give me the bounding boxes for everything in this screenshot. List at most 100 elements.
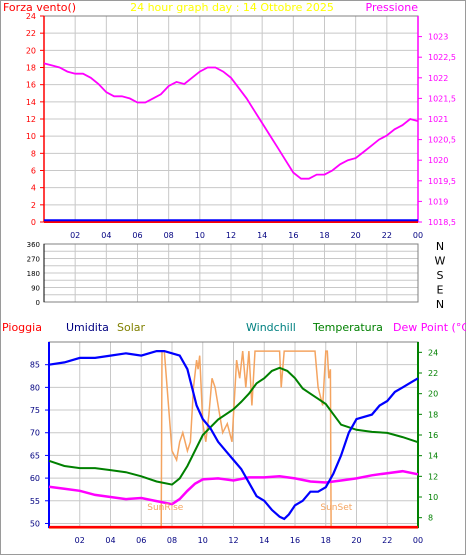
chart3-left-tick-label: 55 bbox=[30, 497, 40, 506]
chart3-x-tick-label: 18 bbox=[321, 536, 331, 545]
chart3-right-tick-label: 14 bbox=[428, 452, 438, 461]
chart3-right-tick-label: 20 bbox=[428, 390, 438, 399]
chart2-tick-label: 180 bbox=[27, 270, 40, 278]
chart3-series-umidita bbox=[48, 350, 419, 521]
chart2-compass-letter: N bbox=[436, 298, 444, 311]
chart1-left-tick-label: 2 bbox=[31, 201, 36, 210]
chart1-left-tick-label: 20 bbox=[26, 46, 36, 55]
chart3-x-tick-label: 14 bbox=[259, 536, 269, 545]
chart2-tick-label: 270 bbox=[27, 256, 40, 264]
chart1-left-tick-label: 0 bbox=[31, 218, 36, 227]
chart1-left-tick-label: 6 bbox=[31, 167, 36, 176]
chart1-left-tick-label: 4 bbox=[31, 184, 36, 193]
chart3-left-tick-label: 65 bbox=[30, 451, 40, 460]
chart1-right-tick-label: 1021 bbox=[428, 115, 448, 124]
chart1-right-tick-label: 1022,5 bbox=[428, 53, 456, 62]
chart3-x-tick-label: 00 bbox=[413, 536, 423, 545]
chart3-right-tick-label: 16 bbox=[428, 431, 438, 440]
chart1-left-tick-label: 16 bbox=[26, 81, 36, 90]
chart3-right-tick-label: 8 bbox=[428, 514, 433, 523]
chart3-x-ticks: 02 04 06 08 10 12 14 16 18 20 22 00 bbox=[75, 536, 423, 545]
chart2-grid bbox=[44, 244, 418, 302]
chart2-compass-letter: S bbox=[437, 269, 444, 282]
right-axis-label: Pressione bbox=[366, 1, 419, 14]
chart3-left-tick-label: 80 bbox=[30, 383, 40, 392]
chart3-x-tick-label: 06 bbox=[136, 536, 146, 545]
chart2-compass-letter: E bbox=[437, 284, 444, 297]
chart3-x-tick-label: 12 bbox=[228, 536, 238, 545]
chart1-right-tick-label: 1020 bbox=[428, 156, 448, 165]
chart1-right-tick-label: 1022 bbox=[428, 74, 448, 83]
chart1-x-tick-label: 00 bbox=[413, 231, 423, 240]
chart3-left-tick-label: 85 bbox=[30, 361, 40, 370]
chart3-x-tick-label: 08 bbox=[167, 536, 177, 545]
chart1-left-tick-label: 22 bbox=[26, 29, 36, 38]
chart3-x-tick-label: 22 bbox=[382, 536, 392, 545]
chart1-left-tick-label: 12 bbox=[26, 115, 36, 124]
chart1-right-ticks: 1018,5 1019 1019,5 1020 1020,5 1021 1021,5 1022… bbox=[418, 33, 456, 227]
chart3-left-tick-label: 70 bbox=[30, 429, 40, 438]
chart1-x-tick-label: 14 bbox=[257, 231, 267, 240]
chart1-right-tick-label: 1020,5 bbox=[428, 136, 456, 145]
chart3-legend-entry: Temperatura bbox=[312, 321, 383, 334]
chart1-left-tick-label: 14 bbox=[26, 98, 36, 107]
chart3-series-solar bbox=[49, 350, 418, 529]
chart2-tick-label: 90 bbox=[31, 285, 40, 293]
chart3-legend-entry: Umidita bbox=[66, 321, 109, 334]
chart2-tick-label: 0 bbox=[36, 299, 40, 307]
chart1-x-ticks: 02 04 06 08 10 12 14 16 18 20 22 00 bbox=[70, 231, 423, 240]
chart1-x-tick-label: 02 bbox=[70, 231, 80, 240]
chart3-x-tick-label: 04 bbox=[105, 536, 115, 545]
chart3-legend-entry: Pioggia bbox=[2, 321, 42, 334]
chart1-series-line-0 bbox=[43, 62, 419, 180]
left-axis-label: Forza vento() bbox=[3, 1, 76, 14]
chart1-x-tick-label: 04 bbox=[101, 231, 111, 240]
chart1-right-tick-label: 1019 bbox=[428, 197, 448, 206]
chart3-annotation: SunSet bbox=[320, 503, 352, 513]
chart1-x-tick-label: 18 bbox=[319, 231, 329, 240]
chart3-x-tick-label: 16 bbox=[290, 536, 300, 545]
chart3-left-tick-label: 60 bbox=[30, 474, 40, 483]
chart3-right-tick-label: 10 bbox=[428, 493, 438, 502]
chart1-right-tick-label: 1019,5 bbox=[428, 177, 456, 186]
chart3-legend-entry: Dew Point (°C) bbox=[393, 321, 466, 334]
chart1-right-tick-label: 1023 bbox=[428, 33, 448, 42]
chart2-compass-letter: W bbox=[435, 255, 446, 268]
chart3-annotations: SunRise SunSet bbox=[147, 503, 352, 513]
chart3-x-tick-label: 02 bbox=[75, 536, 85, 545]
chart1-x-tick-label: 08 bbox=[164, 231, 174, 240]
chart1-left-tick-label: 18 bbox=[26, 64, 36, 73]
chart1-x-tick-label: 06 bbox=[132, 231, 142, 240]
chart3-right-tick-label: 12 bbox=[428, 472, 438, 481]
chart3-series bbox=[48, 350, 419, 529]
chart1-x-tick-label: 22 bbox=[382, 231, 392, 240]
chart1-left-tick-label: 8 bbox=[31, 149, 36, 158]
chart1-grid bbox=[44, 15, 418, 222]
chart3-legend-entry: Windchill bbox=[246, 321, 296, 334]
chart3-right-tick-label: 22 bbox=[428, 369, 438, 378]
chart3-right-tick-label: 24 bbox=[428, 348, 438, 357]
chart1-right-tick-label: 1021,5 bbox=[428, 94, 456, 103]
chart3-right-tick-label: 18 bbox=[428, 410, 438, 419]
chart3-left-tick-label: 75 bbox=[30, 406, 40, 415]
chart2-direction-ticks: 360 270 180 90 0 bbox=[27, 241, 40, 307]
chart3-grid bbox=[49, 342, 418, 528]
chart3-x-tick-label: 20 bbox=[351, 536, 361, 545]
chart1-left-tick-label: 24 bbox=[26, 12, 36, 21]
chart2-tick-label: 360 bbox=[27, 241, 40, 249]
chart1-x-tick-label: 12 bbox=[226, 231, 236, 240]
chart2-compass-letter: N bbox=[436, 240, 444, 253]
chart3-legend-entry: Solar bbox=[117, 321, 146, 334]
chart3-series-temperatura bbox=[48, 366, 419, 486]
chart1-right-tick-label: 1018,5 bbox=[428, 218, 456, 227]
chart-title: 24 hour graph day : 14 Ottobre 2025 bbox=[130, 1, 334, 14]
chart1-x-tick-label: 16 bbox=[288, 231, 298, 240]
chart1-series bbox=[43, 62, 419, 223]
chart3-left-ticks: 50 55 60 65 70 75 80 85 bbox=[30, 361, 49, 528]
chart1-x-tick-label: 10 bbox=[195, 231, 205, 240]
chart3-annotation: SunRise bbox=[147, 503, 184, 513]
chart1-x-tick-label: 20 bbox=[351, 231, 361, 240]
